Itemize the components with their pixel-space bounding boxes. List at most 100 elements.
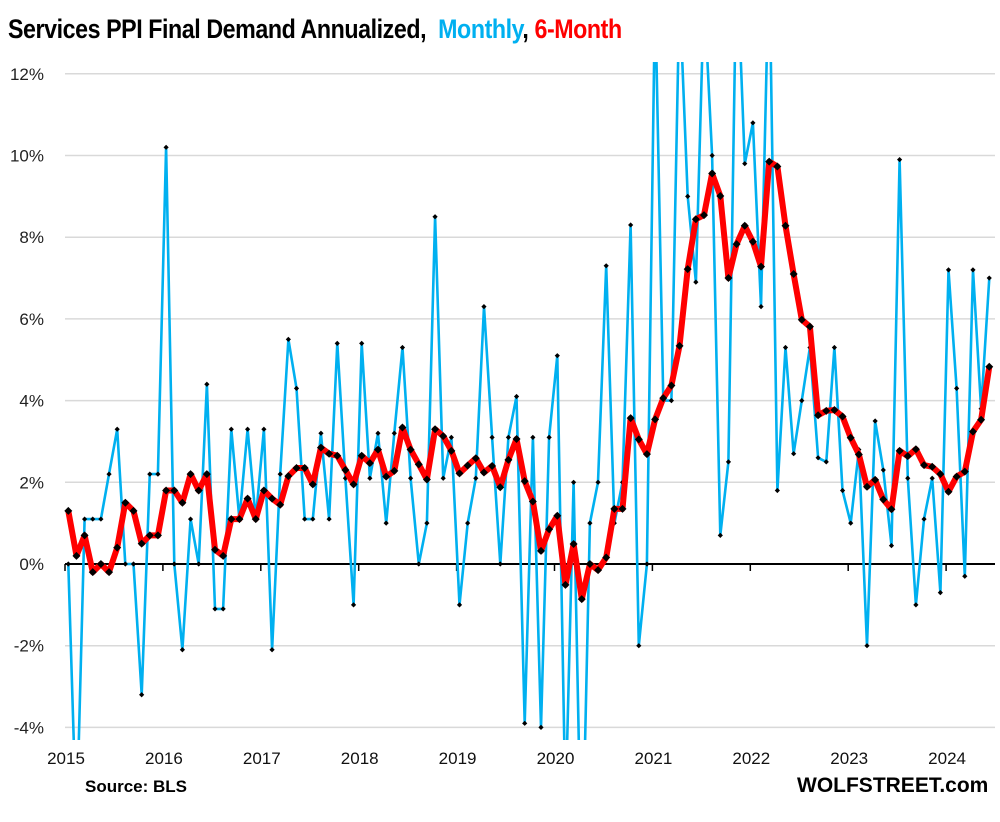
six-month-point xyxy=(406,445,415,454)
six-month-point xyxy=(349,480,358,489)
six-month-point xyxy=(561,580,570,589)
six-month-point xyxy=(96,560,105,568)
monthly-point xyxy=(554,353,560,359)
monthly-point xyxy=(326,516,332,522)
gridlines xyxy=(65,73,995,729)
six-month-point xyxy=(822,406,831,415)
six-month-point xyxy=(765,157,774,166)
y-axis-ticks: -4% -2% 0% 2% 4% 6% 8% 10% 12% xyxy=(10,65,44,738)
six-month-point xyxy=(382,472,391,481)
monthly-point xyxy=(546,434,552,440)
six-month-point xyxy=(365,459,374,468)
monthly-point xyxy=(171,561,177,567)
six-month-point xyxy=(341,466,350,475)
monthly-point xyxy=(913,602,919,608)
monthly-point xyxy=(717,532,723,539)
monthly-point xyxy=(571,479,577,485)
monthly-point xyxy=(742,161,748,167)
six-month-point xyxy=(129,506,138,515)
x-tick-label: 2016 xyxy=(145,749,183,768)
six-month-point xyxy=(585,560,594,568)
six-month-point xyxy=(553,511,562,520)
six-month-point xyxy=(72,551,81,560)
monthly-point xyxy=(359,340,365,347)
monthly-point xyxy=(954,385,960,391)
six-month-point xyxy=(887,505,896,514)
x-tick-label: 2019 xyxy=(439,749,477,768)
six-month-point xyxy=(773,162,782,171)
monthly-point xyxy=(644,561,650,567)
monthly-point xyxy=(750,120,756,126)
monthly-point xyxy=(937,589,943,596)
six-month-point xyxy=(316,443,325,452)
six-month-point xyxy=(145,531,154,540)
six-month-point xyxy=(431,425,440,434)
six-month-point xyxy=(398,423,407,432)
six-month-point xyxy=(186,470,195,479)
six-month-point xyxy=(610,504,619,513)
monthly-point xyxy=(831,344,837,351)
six-month-point xyxy=(683,265,692,274)
six-month-point xyxy=(276,500,285,509)
six-month-point xyxy=(634,435,643,444)
monthly-point xyxy=(481,304,487,310)
monthly-point xyxy=(636,643,642,649)
monthly-point xyxy=(522,720,528,726)
y-tick-label: 10% xyxy=(10,147,44,166)
six-month-point xyxy=(659,394,668,403)
six-month-point xyxy=(268,494,277,503)
monthly-point xyxy=(375,430,381,436)
monthly-point xyxy=(945,267,952,273)
six-month-point xyxy=(911,445,920,454)
monthly-point xyxy=(82,516,88,522)
six-month-point xyxy=(952,472,961,481)
monthly-point xyxy=(823,459,829,465)
six-month-point xyxy=(985,362,994,371)
six-month-point xyxy=(920,461,929,470)
six-month-point xyxy=(528,497,537,506)
six-month-point xyxy=(748,237,757,246)
six-month-point xyxy=(732,240,741,249)
monthly-point xyxy=(90,516,96,522)
legend-monthly-label: Monthly xyxy=(438,14,523,44)
monthly-point xyxy=(929,475,935,481)
six-month-point xyxy=(333,451,342,460)
six-month-point xyxy=(724,274,733,283)
six-month-point xyxy=(251,515,260,524)
x-tick-label: 2020 xyxy=(537,749,575,768)
monthly-point xyxy=(505,434,511,440)
six-month-point xyxy=(170,486,179,495)
six-month-point xyxy=(537,546,545,555)
monthly-point xyxy=(970,267,976,273)
six-month-point xyxy=(137,539,146,548)
six-month-point xyxy=(504,455,513,464)
six-month-point xyxy=(422,475,431,484)
monthly-point xyxy=(399,344,406,351)
six-month-point xyxy=(390,466,399,475)
six-month-point xyxy=(235,515,244,524)
monthly-point xyxy=(864,643,870,649)
monthly-point xyxy=(163,144,169,150)
six-month-point xyxy=(830,405,839,414)
monthly-point xyxy=(628,222,634,228)
six-month-point xyxy=(88,568,97,577)
six-month-point xyxy=(202,470,211,479)
six-month-point xyxy=(879,495,888,504)
monthly-line xyxy=(67,62,991,740)
six-month-point xyxy=(928,462,937,471)
six-month-point xyxy=(496,483,505,492)
monthly-point xyxy=(440,475,446,481)
six-month-point xyxy=(520,477,529,486)
monthly-point xyxy=(220,606,226,612)
monthly-point xyxy=(709,152,715,159)
monthly-point xyxy=(179,647,185,653)
six-month-point xyxy=(300,464,309,473)
monthly-point xyxy=(774,487,780,494)
monthly-point xyxy=(114,426,120,432)
monthly-point xyxy=(668,398,674,404)
six-month-point xyxy=(626,414,635,423)
monthly-point xyxy=(530,434,536,440)
monthly-point xyxy=(302,516,308,522)
y-tick-label: 4% xyxy=(19,392,44,411)
